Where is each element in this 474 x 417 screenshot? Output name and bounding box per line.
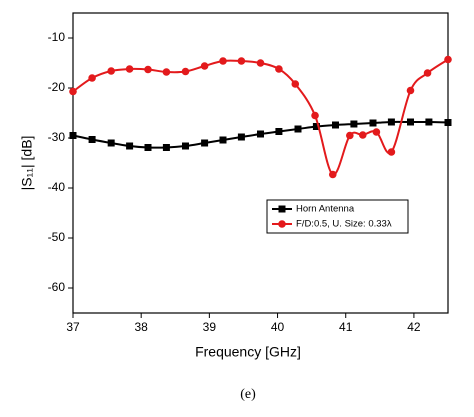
legend-marker [278,205,286,213]
marker [311,111,319,120]
marker [237,57,246,65]
marker [346,131,354,140]
marker [200,62,209,70]
marker [88,136,96,143]
marker [125,65,134,73]
caption: (e) [240,387,256,402]
marker [291,80,300,88]
marker [162,144,170,151]
legend-label: F/D:0.5, U. Size: 0.33λ [296,219,392,230]
y-tick-label: -50 [48,230,66,244]
x-tick-label: 37 [66,320,80,334]
x-axis-label: Frequency [GHz] [195,344,301,360]
marker [407,118,414,126]
plot-frame [72,12,449,314]
marker [162,68,171,76]
legend-marker [278,220,286,228]
marker [107,67,115,75]
y-tick-label: -20 [48,80,66,94]
marker [294,125,302,133]
x-tick-label: 42 [407,320,421,334]
marker [144,144,152,151]
legend-label: Horn Antenna [296,204,355,215]
marker [387,118,395,126]
marker [181,67,190,76]
y-tick-label: -40 [48,180,66,194]
series-line [72,58,449,176]
legend-box [266,199,409,234]
marker [256,59,265,67]
marker [406,86,415,95]
marker [275,128,283,135]
x-tick-label: 38 [135,320,149,334]
marker [387,148,396,156]
marker [275,65,283,73]
marker [237,133,245,141]
marker [219,57,227,65]
marker [107,139,115,147]
y-axis-label: |S₁₁| [dB] [19,136,35,191]
y-tick-label: -30 [48,130,66,144]
marker [144,65,152,74]
x-tick-label: 39 [203,320,217,334]
y-tick-label: -10 [48,30,66,44]
marker [69,87,77,96]
marker [350,120,358,128]
marker [358,131,367,139]
marker [257,130,264,138]
marker [88,74,96,82]
marker [219,136,227,144]
x-tick-label: 40 [271,320,285,334]
marker [425,118,433,126]
marker [69,132,77,139]
marker [444,119,452,126]
marker [312,123,320,130]
marker [444,55,452,64]
marker [182,142,189,150]
y-tick-label: -60 [48,280,66,294]
marker [369,119,377,127]
marker [328,170,337,179]
marker [372,128,381,136]
marker [423,69,432,77]
marker [126,142,134,150]
marker [332,121,339,129]
marker [201,139,209,147]
x-tick-label: 41 [339,320,353,334]
